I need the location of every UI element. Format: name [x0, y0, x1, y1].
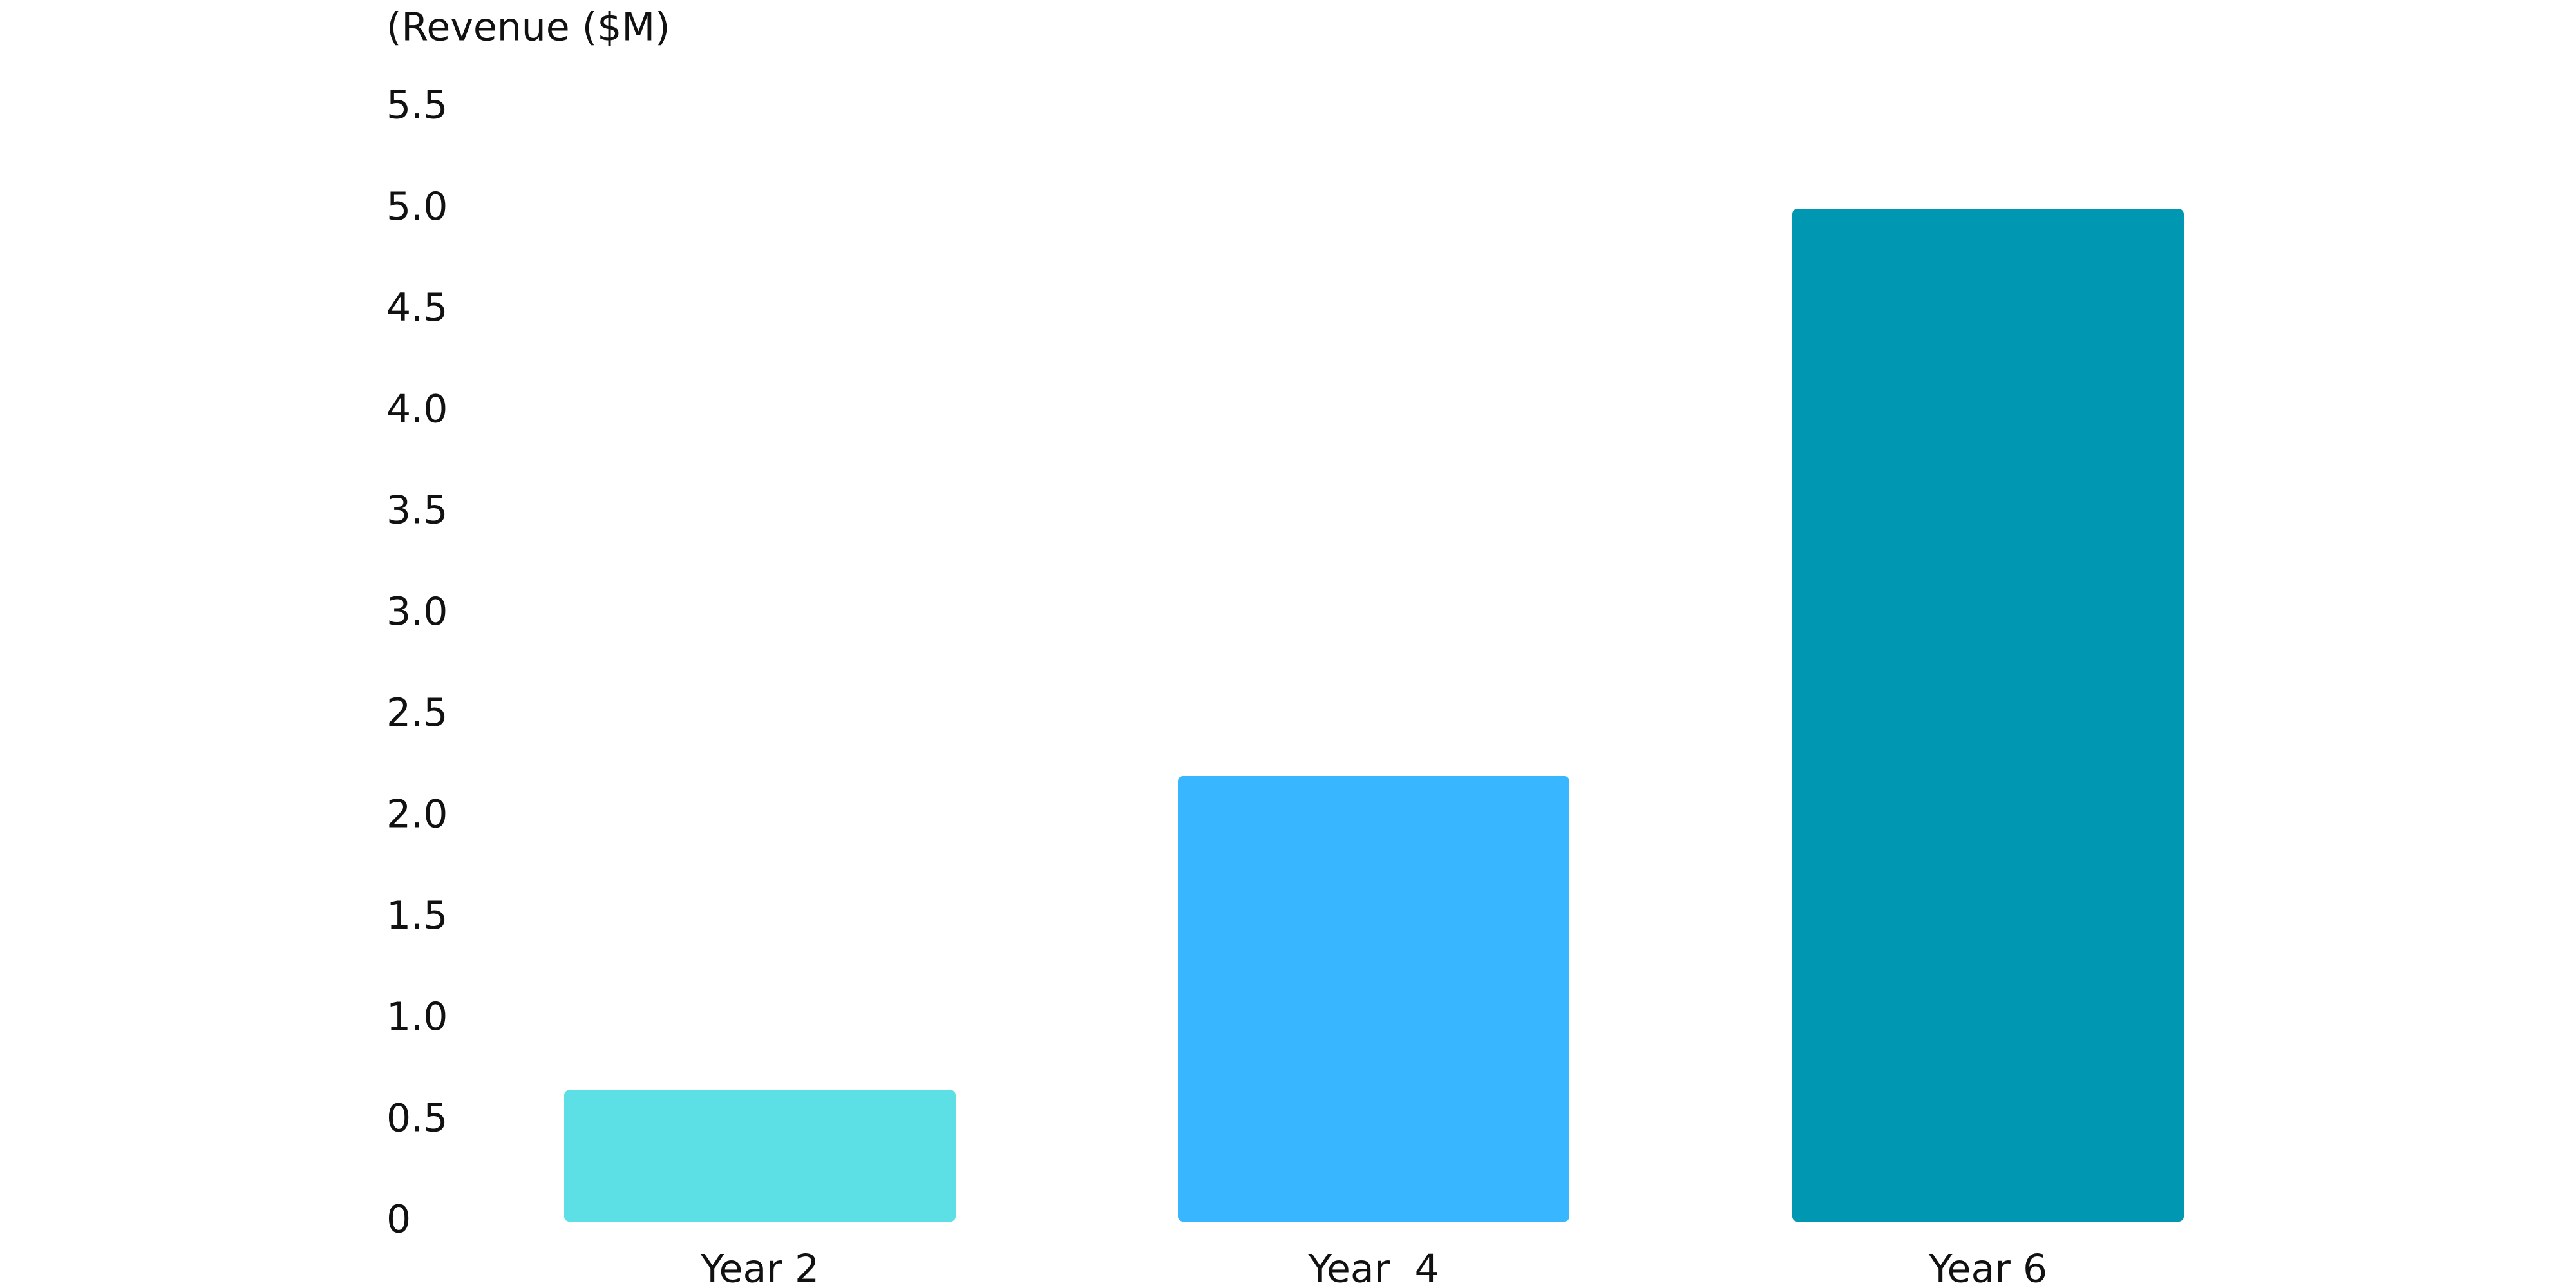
x-tick-label: Year 2 — [700, 1247, 819, 1288]
y-tick-label: 1.0 — [386, 994, 448, 1039]
y-tick-label: 0.5 — [386, 1095, 448, 1141]
y-tick-label: 2.0 — [386, 792, 448, 837]
x-tick-label: Year 4 — [1307, 1247, 1439, 1288]
y-tick-label: 4.5 — [386, 285, 448, 330]
y-axis-label: (Revenue ($M) — [386, 5, 670, 50]
y-tick-label: 5.5 — [386, 83, 448, 128]
x-tick-label: Year 6 — [1928, 1247, 2047, 1288]
y-tick-label: 0 — [386, 1197, 411, 1242]
bar — [1178, 776, 1569, 1222]
y-tick-label: 4.0 — [386, 386, 448, 431]
y-tick-label: 2.5 — [386, 690, 448, 735]
y-tick-label: 3.5 — [386, 488, 448, 533]
y-tick-label: 3.0 — [386, 589, 448, 634]
y-tick-label: 5.0 — [386, 184, 448, 229]
y-tick-label: 1.5 — [386, 893, 448, 938]
bar — [564, 1090, 956, 1222]
bar — [1792, 209, 2184, 1222]
